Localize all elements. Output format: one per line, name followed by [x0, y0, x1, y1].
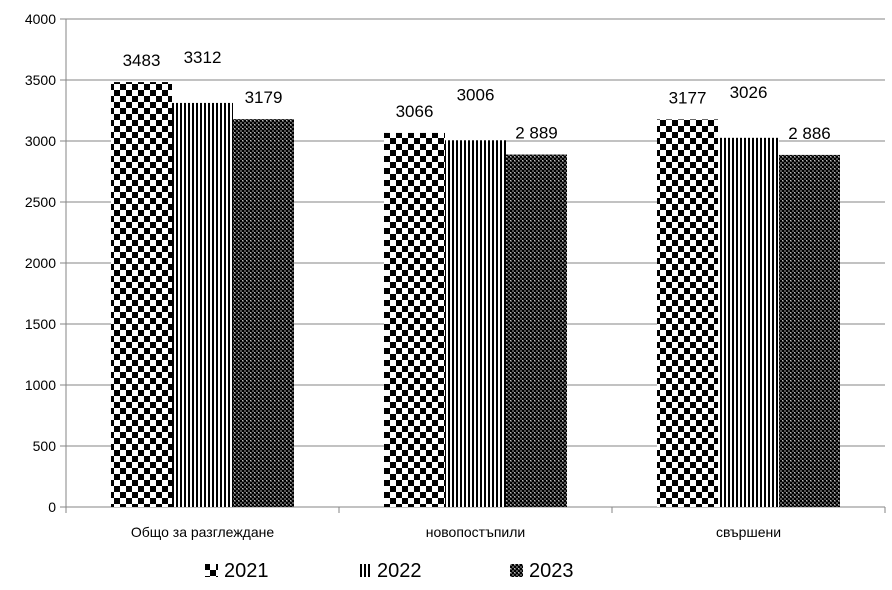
bar-2022-3 [718, 138, 779, 507]
bar-2021-1 [111, 82, 172, 507]
y-tick-label: 2000 [25, 255, 56, 271]
data-label: 3066 [396, 102, 434, 121]
data-label: 3312 [184, 48, 222, 67]
data-label: 3026 [730, 83, 768, 102]
y-tick-label: 500 [33, 438, 57, 454]
bar-2023-2 [506, 155, 567, 507]
data-label: 2 886 [788, 124, 831, 143]
data-label: 3179 [245, 88, 283, 107]
bars [111, 82, 840, 507]
legend-swatch-2022 [358, 564, 371, 577]
y-tick-label: 1000 [25, 377, 56, 393]
legend-swatch-2021 [205, 564, 218, 577]
bar-2022-2 [445, 140, 506, 507]
category-label: свършени [716, 524, 781, 540]
data-label: 2 889 [515, 124, 558, 143]
data-label: 3177 [669, 88, 707, 107]
y-tick-label: 3500 [25, 72, 56, 88]
y-tick-label: 1500 [25, 316, 56, 332]
bar-2023-3 [779, 155, 840, 507]
bar-2023-1 [233, 119, 294, 507]
legend-swatch-2023 [510, 564, 523, 577]
data-label: 3006 [457, 85, 495, 104]
y-tick-label: 0 [48, 499, 56, 515]
y-tick-label: 4000 [25, 11, 56, 27]
legend-label: 2022 [377, 560, 422, 582]
legend: 2021 2022 2023 [205, 560, 574, 582]
category-label: новопостъпили [426, 524, 526, 540]
y-tick-label: 3000 [25, 133, 56, 149]
bar-2021-3 [657, 119, 718, 507]
legend-label: 2023 [529, 560, 574, 582]
bar-2022-1 [172, 103, 233, 507]
category-label: Общо за разглеждане [131, 524, 275, 540]
bar-2021-2 [384, 133, 445, 507]
y-tick-label: 2500 [25, 194, 56, 210]
data-label: 3483 [123, 51, 161, 70]
legend-label: 2021 [224, 560, 269, 582]
